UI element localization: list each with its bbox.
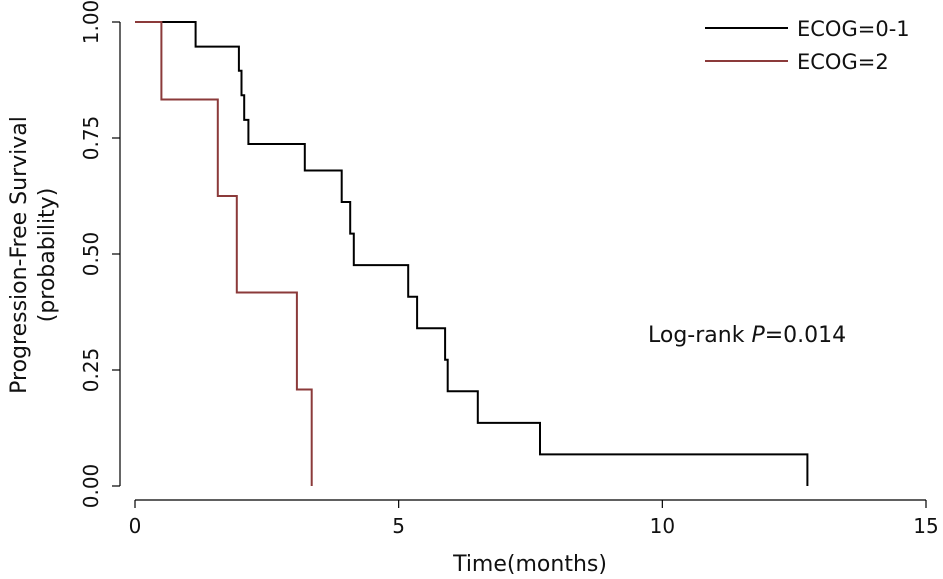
x-tick-label: 10 (650, 514, 675, 538)
y-tick-label: 0.75 (79, 116, 103, 161)
y-axis-title-line2: (probability) (35, 188, 60, 323)
y-axis-title-line1: Progression-Free Survival (7, 116, 32, 394)
y-tick-label: 0.00 (79, 464, 103, 509)
y-ticks: 0.00 0.25 0.50 0.75 1.00 (79, 0, 120, 508)
series-line-ecog-0-1 (135, 21, 809, 486)
y-axis-title: Progression-Free Survival (probability) (7, 116, 60, 394)
series-line-ecog-2 (135, 21, 313, 486)
x-tick-label: 5 (392, 514, 405, 538)
log-rank-annotation: Log-rank P=0.014 (648, 323, 846, 348)
x-tick-label: 15 (913, 514, 938, 538)
y-tick-label: 0.25 (79, 348, 103, 393)
y-tick-label: 1.00 (79, 0, 103, 44)
legend-label-ecog-2: ECOG=2 (797, 50, 889, 74)
x-axis-title: Time(months) (452, 552, 607, 577)
y-tick-label: 0.50 (79, 232, 103, 277)
x-tick-label: 0 (129, 514, 142, 538)
plot-lines (135, 21, 809, 486)
legend: ECOG=0-1 ECOG=2 (705, 17, 910, 74)
legend-label-ecog-0-1: ECOG=0-1 (797, 17, 910, 41)
x-ticks: 0 5 10 15 (129, 500, 939, 538)
